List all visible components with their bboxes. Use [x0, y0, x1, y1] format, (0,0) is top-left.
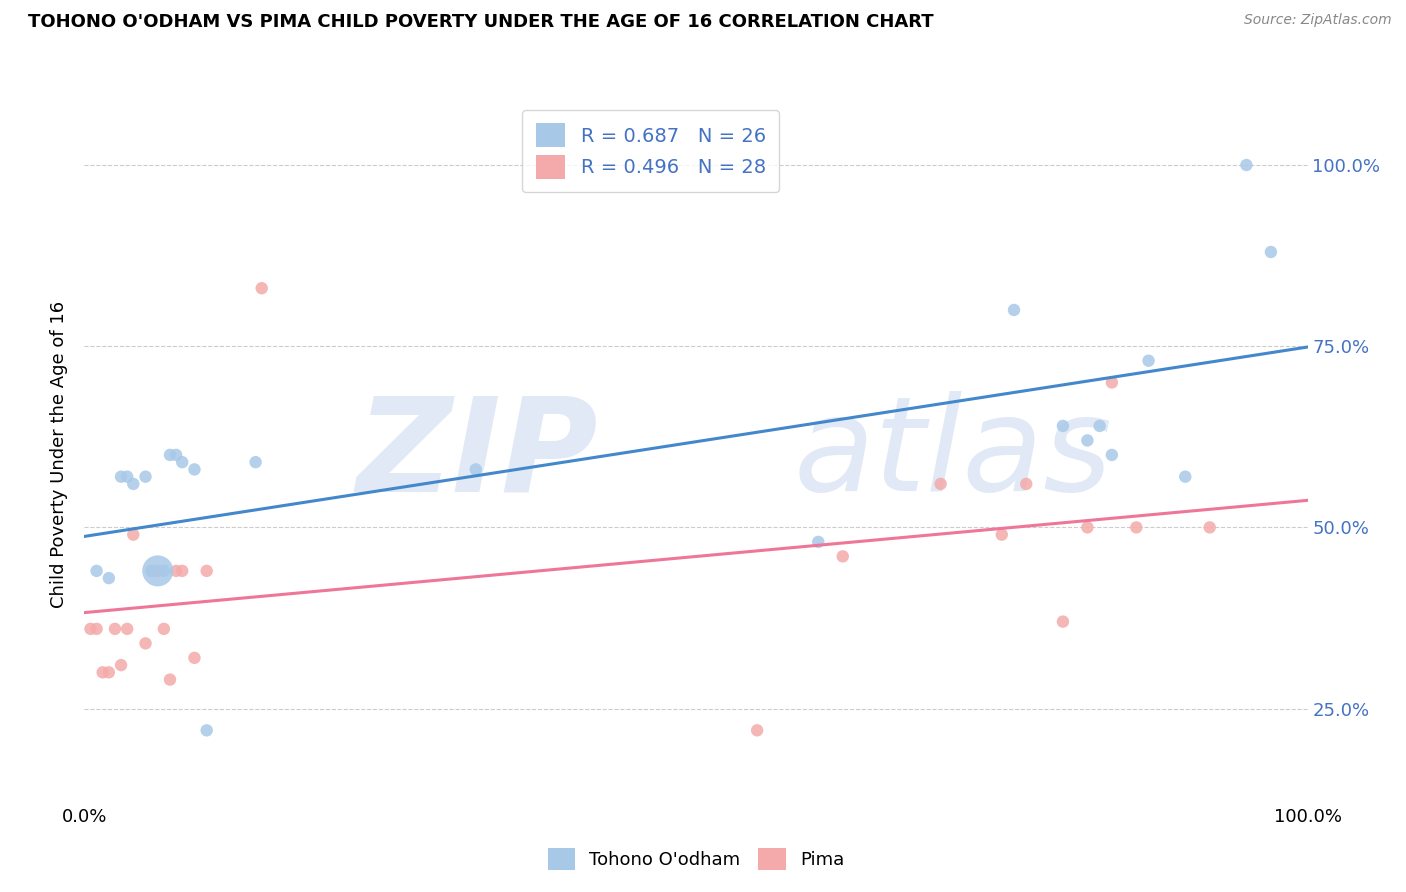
Point: [991, 527, 1014, 541]
Point: [1260, 245, 1282, 260]
Point: [146, 564, 169, 578]
Legend: Tohono O'odham, Pima: Tohono O'odham, Pima: [540, 841, 852, 877]
Point: [135, 636, 157, 650]
Point: [1088, 419, 1111, 434]
Point: [146, 564, 169, 578]
Point: [153, 564, 176, 578]
Point: [141, 564, 163, 578]
Point: [1052, 615, 1074, 629]
Point: [1101, 376, 1123, 390]
Point: [91, 665, 114, 680]
Point: [159, 448, 181, 462]
Text: Source: ZipAtlas.com: Source: ZipAtlas.com: [1244, 13, 1392, 28]
Point: [831, 549, 853, 564]
Point: [1076, 520, 1098, 534]
Point: [122, 527, 145, 541]
Point: [110, 658, 132, 673]
Point: [1125, 520, 1147, 534]
Point: [747, 723, 769, 738]
Point: [153, 622, 176, 636]
Point: [122, 476, 145, 491]
Point: [1052, 419, 1074, 434]
Point: [1076, 434, 1098, 448]
Point: [165, 564, 187, 578]
Point: [141, 564, 163, 578]
Point: [1174, 469, 1197, 483]
Point: [165, 448, 187, 462]
Point: [104, 622, 127, 636]
Point: [1198, 520, 1220, 534]
Text: TOHONO O'ODHAM VS PIMA CHILD POVERTY UNDER THE AGE OF 16 CORRELATION CHART: TOHONO O'ODHAM VS PIMA CHILD POVERTY UND…: [28, 13, 934, 31]
Point: [79, 622, 101, 636]
Point: [250, 281, 273, 295]
Point: [115, 622, 138, 636]
Point: [110, 469, 132, 483]
Point: [245, 455, 267, 469]
Point: [159, 673, 181, 687]
Point: [1002, 303, 1025, 318]
Point: [97, 665, 120, 680]
Point: [929, 476, 952, 491]
Point: [135, 469, 157, 483]
Point: [86, 622, 108, 636]
Point: [183, 462, 205, 476]
Point: [1236, 158, 1258, 172]
Point: [195, 564, 218, 578]
Point: [115, 469, 138, 483]
Text: atlas: atlas: [794, 392, 1112, 518]
Text: ZIP: ZIP: [357, 392, 598, 518]
Point: [172, 564, 194, 578]
Point: [195, 723, 218, 738]
Point: [183, 651, 205, 665]
Point: [172, 455, 194, 469]
Point: [1101, 448, 1123, 462]
Point: [464, 462, 486, 476]
Point: [1137, 353, 1160, 368]
Point: [1015, 476, 1038, 491]
Point: [86, 564, 108, 578]
Y-axis label: Child Poverty Under the Age of 16: Child Poverty Under the Age of 16: [51, 301, 69, 608]
Point: [97, 571, 120, 585]
Point: [807, 535, 830, 549]
